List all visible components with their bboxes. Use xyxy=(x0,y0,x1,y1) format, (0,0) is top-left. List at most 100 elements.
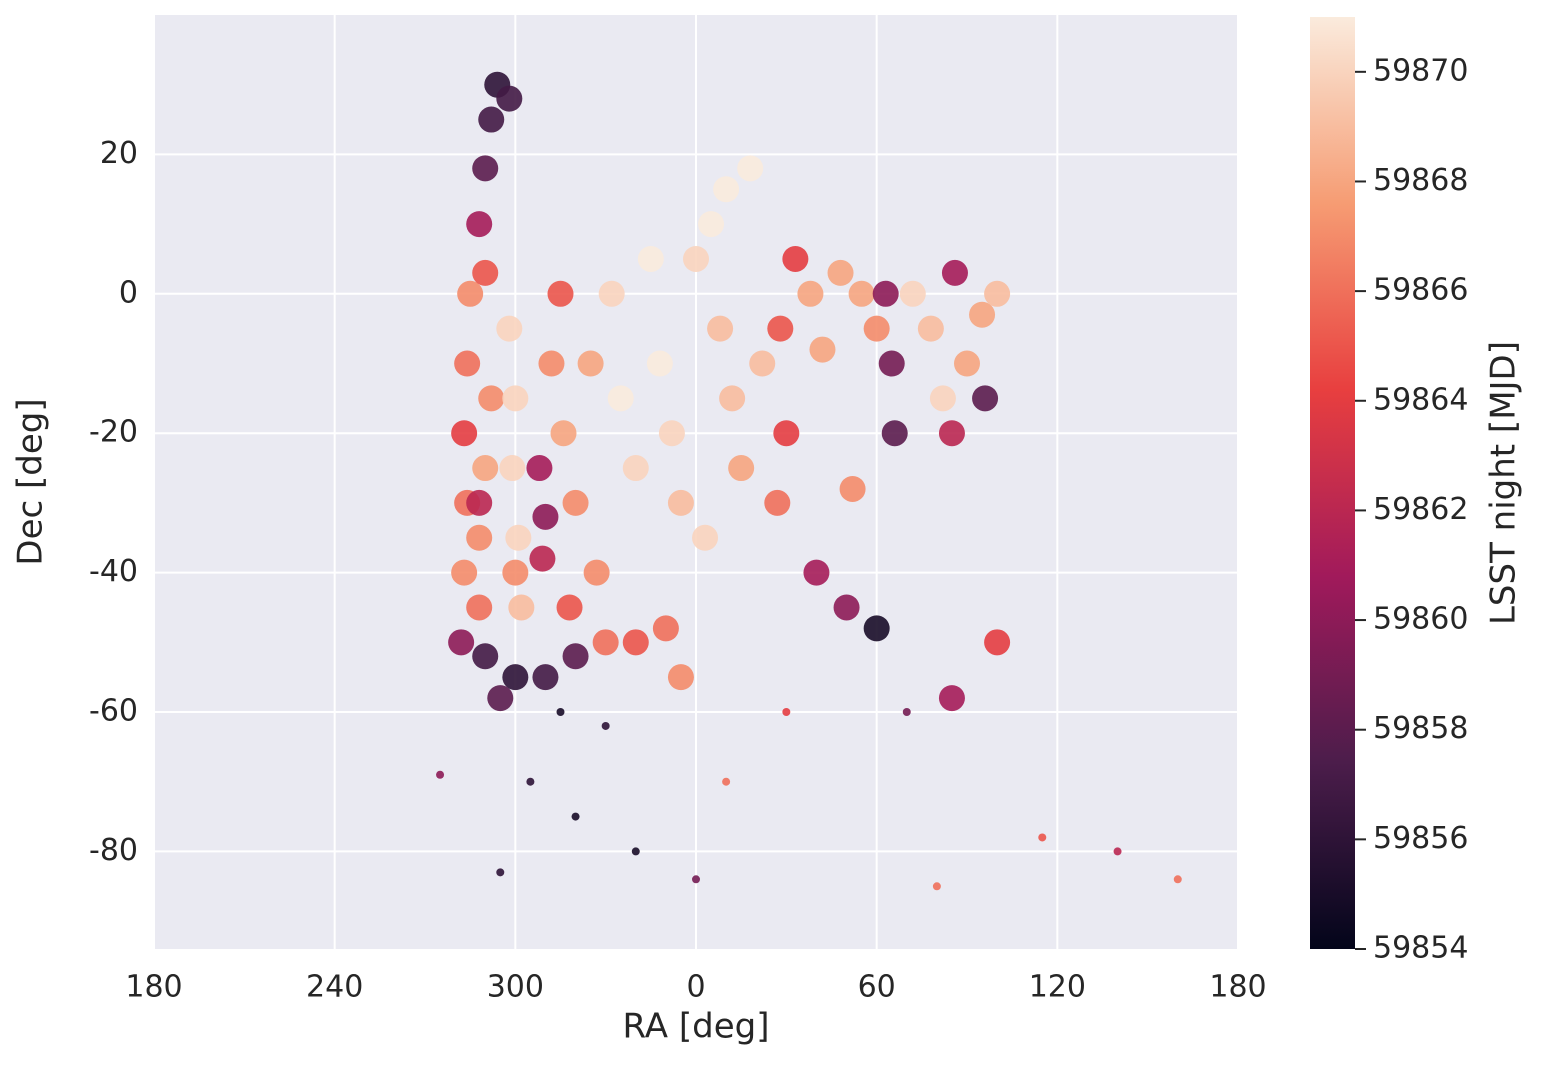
y-tick-label: -80 xyxy=(89,833,138,868)
point xyxy=(499,455,526,482)
point xyxy=(592,629,619,656)
colorbar-tick-label: 59866 xyxy=(1373,273,1468,308)
point xyxy=(532,664,559,691)
point xyxy=(556,594,583,621)
point xyxy=(863,315,890,342)
point xyxy=(526,455,553,482)
point xyxy=(472,155,499,182)
point xyxy=(797,280,824,307)
x-tick-label: 60 xyxy=(858,970,896,1005)
point xyxy=(466,489,493,516)
point xyxy=(863,615,890,642)
point xyxy=(550,420,577,447)
y-tick-label: 20 xyxy=(100,136,138,171)
point xyxy=(508,594,535,621)
point xyxy=(692,875,700,884)
colorbar-label: LSST night [MJD] xyxy=(1484,341,1524,625)
x-tick-label: 180 xyxy=(125,970,182,1005)
point xyxy=(749,350,776,377)
point xyxy=(532,503,559,530)
point xyxy=(698,211,725,238)
y-tick-label: -20 xyxy=(89,415,138,450)
point xyxy=(502,559,529,586)
point xyxy=(1173,875,1182,884)
point xyxy=(529,545,556,572)
y-tick-label: -40 xyxy=(89,554,138,589)
point xyxy=(466,594,493,621)
point xyxy=(809,336,836,363)
point xyxy=(941,259,968,286)
point xyxy=(872,280,899,307)
y-tick-label: -60 xyxy=(89,694,138,729)
point xyxy=(562,643,589,670)
point xyxy=(1038,833,1047,842)
point xyxy=(502,385,529,412)
point xyxy=(466,211,493,238)
point xyxy=(667,664,694,691)
point xyxy=(466,524,493,551)
point xyxy=(622,629,649,656)
point xyxy=(954,350,980,377)
point xyxy=(454,350,481,377)
point xyxy=(932,882,941,891)
point xyxy=(713,176,740,203)
colorbar-tick-label: 59868 xyxy=(1373,163,1468,198)
point xyxy=(451,420,478,447)
point xyxy=(827,259,854,286)
point xyxy=(767,315,794,342)
point xyxy=(658,420,685,447)
point xyxy=(478,106,505,133)
point xyxy=(839,475,866,502)
point xyxy=(451,559,478,586)
x-tick-label: 0 xyxy=(686,970,705,1005)
point xyxy=(969,301,996,328)
colorbar-tick-label: 59856 xyxy=(1373,821,1468,856)
point xyxy=(577,350,604,377)
point xyxy=(984,629,1011,656)
point xyxy=(601,721,610,730)
point xyxy=(472,643,499,670)
point xyxy=(607,385,634,412)
colorbar xyxy=(1310,17,1355,949)
point xyxy=(803,559,830,586)
point xyxy=(683,245,709,272)
point xyxy=(526,777,535,786)
point xyxy=(899,280,926,307)
x-tick-label: 240 xyxy=(306,970,363,1005)
point xyxy=(782,245,809,272)
y-tick-label: 0 xyxy=(119,275,138,310)
point xyxy=(692,524,719,551)
point xyxy=(598,280,625,307)
point xyxy=(571,812,580,821)
point xyxy=(436,770,445,779)
point xyxy=(637,245,664,272)
point xyxy=(737,155,764,182)
point xyxy=(929,385,956,412)
point xyxy=(1113,847,1122,856)
point xyxy=(667,489,694,516)
point xyxy=(902,708,911,717)
point xyxy=(652,615,679,642)
x-tick-label: 120 xyxy=(1029,970,1086,1005)
point xyxy=(773,420,800,447)
point xyxy=(457,280,484,307)
point xyxy=(707,315,734,342)
point xyxy=(972,385,999,412)
point xyxy=(547,280,574,307)
point xyxy=(496,868,505,877)
y-axis-label: Dec [deg] xyxy=(11,398,51,565)
point xyxy=(764,489,791,516)
point xyxy=(487,685,514,712)
x-tick-label: 300 xyxy=(487,970,544,1005)
point xyxy=(917,315,944,342)
point xyxy=(938,685,965,712)
point xyxy=(496,85,523,112)
point xyxy=(646,350,673,377)
point xyxy=(782,708,791,717)
point xyxy=(631,847,640,856)
point xyxy=(833,594,860,621)
point xyxy=(848,280,875,307)
point xyxy=(478,385,505,412)
point xyxy=(496,315,523,342)
